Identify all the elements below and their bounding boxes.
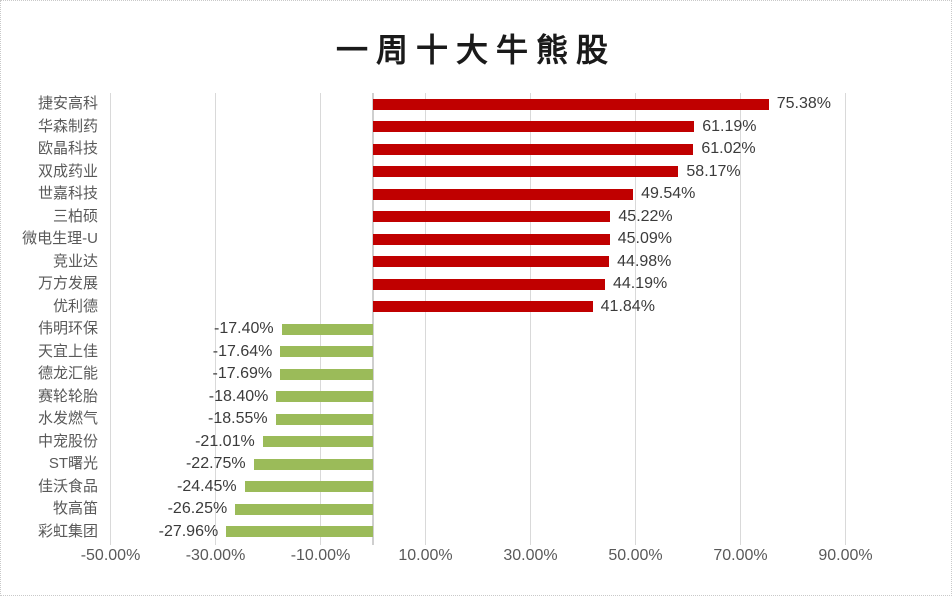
category-label: 天宜上佳 [37, 342, 98, 360]
value-label: -17.64% [212, 342, 273, 360]
bar-positive [373, 166, 679, 178]
value-label: 45.22% [618, 207, 673, 225]
bar-negative [276, 391, 373, 403]
bar-negative [275, 413, 373, 425]
value-label: -27.96% [158, 522, 219, 540]
bar-positive [373, 98, 769, 110]
x-tick-label: 70.00% [713, 547, 768, 564]
category-label: 微电生理-U [22, 230, 98, 247]
bar-negative [253, 458, 373, 470]
gridline [635, 93, 636, 545]
value-label: -24.45% [177, 477, 237, 495]
category-label: 捷安高科 [37, 95, 98, 112]
category-label: 赛轮轮胎 [37, 387, 98, 405]
x-tick-label: -50.00% [80, 547, 141, 564]
value-label: 44.98% [617, 252, 672, 270]
bar-negative [281, 323, 373, 335]
category-label: 中宠股份 [37, 432, 98, 450]
bar-positive [373, 121, 695, 133]
gridline [320, 93, 321, 545]
bar-positive [373, 188, 634, 200]
gridline [110, 93, 111, 545]
bar-negative [280, 368, 373, 380]
value-label: 41.84% [600, 297, 655, 315]
category-label: 竞业达 [52, 252, 98, 270]
value-label: 61.02% [701, 140, 756, 157]
value-label: 58.17% [686, 162, 741, 180]
chart-title: 一周十大牛熊股 [335, 32, 616, 68]
gridline [740, 93, 741, 545]
value-label: -17.40% [214, 320, 274, 337]
gridline [845, 93, 846, 545]
category-label: 伟明环保 [37, 320, 98, 337]
value-label: 49.54% [641, 185, 696, 202]
bar-positive [373, 233, 610, 245]
value-label: -22.75% [185, 455, 246, 472]
gridline [215, 93, 216, 545]
bar-positive [373, 211, 611, 223]
value-label: -18.55% [208, 410, 268, 427]
value-label: -18.40% [208, 387, 269, 405]
bar-positive [373, 301, 593, 313]
category-label: 三柏硕 [52, 207, 98, 225]
category-label: 德龙汇能 [37, 365, 98, 382]
category-label: 佳沃食品 [37, 477, 98, 495]
category-label: 双成药业 [37, 162, 98, 180]
category-label: 世嘉科技 [37, 185, 98, 202]
category-label: ST曙光 [48, 455, 98, 472]
gridline [530, 93, 531, 545]
value-label: 61.19% [702, 117, 757, 135]
value-label: -17.69% [212, 365, 273, 382]
value-label: 45.09% [617, 230, 672, 247]
bar-positive [373, 143, 694, 155]
bar-negative [235, 503, 373, 515]
bar-positive [373, 278, 605, 290]
category-label: 优利德 [52, 297, 98, 315]
bar-negative [226, 526, 373, 538]
x-tick-label: 10.00% [398, 547, 453, 564]
category-label: 华森制药 [37, 117, 98, 135]
category-label: 彩虹集团 [37, 522, 98, 540]
bar-negative [262, 436, 373, 448]
x-tick-label: -10.00% [290, 547, 351, 564]
value-label: 75.38% [776, 95, 831, 112]
bar-negative [280, 346, 373, 358]
bar-negative [244, 481, 373, 493]
value-label: -21.01% [195, 432, 255, 450]
value-label: 44.19% [612, 275, 668, 292]
x-tick-label: 50.00% [608, 547, 663, 564]
x-tick-label: 30.00% [503, 547, 558, 564]
x-tick-label: -30.00% [185, 547, 246, 564]
category-axis-line [372, 93, 374, 545]
gridline [425, 93, 426, 545]
category-label: 欧晶科技 [37, 140, 98, 157]
category-label: 万方发展 [37, 275, 98, 292]
bar-positive [373, 256, 610, 268]
value-label: -26.25% [167, 500, 228, 517]
category-label: 水发燃气 [37, 410, 98, 427]
category-label: 牧高笛 [52, 500, 98, 517]
x-tick-label: 90.00% [818, 547, 873, 564]
